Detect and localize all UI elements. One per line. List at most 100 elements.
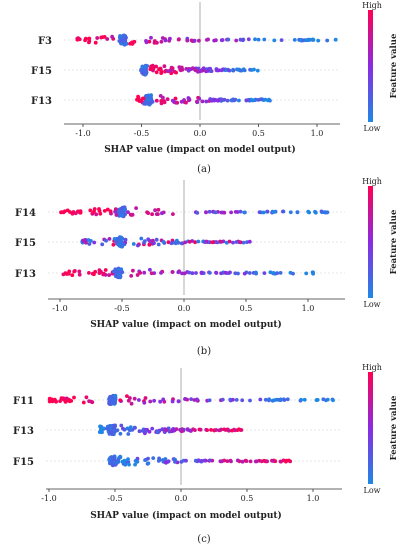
shap-point bbox=[82, 238, 87, 243]
shap-point bbox=[140, 64, 145, 69]
shap-point bbox=[265, 459, 269, 464]
panel-caption: (a) bbox=[197, 164, 211, 175]
shap-point bbox=[258, 397, 263, 402]
colorbar-high-label: High bbox=[362, 1, 382, 10]
shap-point bbox=[228, 397, 233, 402]
shap-point bbox=[270, 398, 275, 403]
shap-point bbox=[190, 271, 195, 276]
shap-point bbox=[216, 98, 220, 103]
shap-point bbox=[184, 458, 188, 463]
shap-point bbox=[130, 212, 135, 217]
shap-point bbox=[217, 428, 222, 433]
shap-point bbox=[272, 38, 277, 43]
x-tick-label: 0.5 bbox=[240, 304, 253, 313]
panel-caption: (c) bbox=[197, 534, 211, 545]
colorbar-low-label: Low bbox=[364, 486, 381, 495]
shap-point bbox=[166, 240, 171, 245]
shap-point bbox=[244, 98, 249, 103]
shap-point bbox=[162, 64, 167, 69]
feature-label-f15: F15 bbox=[15, 238, 36, 249]
colorbar-high-label: High bbox=[362, 177, 382, 186]
shap-point bbox=[94, 212, 99, 217]
shap-point bbox=[92, 272, 96, 277]
shap-point bbox=[247, 239, 252, 244]
shap-point bbox=[196, 95, 201, 100]
shap-point bbox=[156, 212, 160, 217]
x-tick-label: -1.0 bbox=[52, 304, 67, 313]
shap-point bbox=[170, 270, 175, 274]
shap-point bbox=[237, 67, 241, 72]
shap-point bbox=[113, 397, 118, 402]
shap-point bbox=[263, 97, 268, 102]
shap-point bbox=[173, 96, 178, 101]
shap-point bbox=[245, 240, 249, 245]
dots bbox=[75, 33, 338, 107]
x-tick-label: 0.0 bbox=[175, 494, 188, 503]
shap-point bbox=[313, 209, 317, 214]
shap-point bbox=[192, 38, 197, 43]
shap-point bbox=[183, 240, 188, 245]
shap-point bbox=[169, 65, 174, 70]
shap-point bbox=[325, 38, 330, 43]
shap-point bbox=[114, 461, 119, 465]
shap-point bbox=[304, 271, 309, 276]
shap-point bbox=[197, 427, 202, 432]
shap-point bbox=[124, 35, 128, 40]
shap-point bbox=[219, 97, 224, 102]
shap-point bbox=[114, 213, 119, 217]
shap-point bbox=[284, 458, 289, 463]
shap-point bbox=[182, 271, 187, 276]
shap-point bbox=[331, 398, 335, 403]
shap-point bbox=[151, 238, 155, 243]
shap-point bbox=[77, 269, 82, 274]
shap-point bbox=[78, 210, 83, 215]
shap-point bbox=[193, 68, 198, 73]
shap-point bbox=[113, 393, 118, 398]
shap-point bbox=[254, 271, 258, 276]
shap-point bbox=[144, 39, 148, 43]
shap-point bbox=[193, 240, 198, 245]
shap-point bbox=[138, 271, 143, 275]
x-ticks: -1.0 -0.5 0.0 0.5 1.0 bbox=[75, 124, 323, 138]
shap-point bbox=[87, 40, 91, 45]
shap-point bbox=[253, 37, 257, 42]
shap-point bbox=[162, 99, 166, 103]
shap-point bbox=[208, 97, 213, 101]
shap-point bbox=[238, 37, 243, 42]
shap-point bbox=[95, 36, 100, 40]
shap-point bbox=[233, 97, 238, 102]
x-axis-label: SHAP value (impact on model output) bbox=[90, 510, 282, 521]
shap-point bbox=[235, 210, 240, 214]
shap-point bbox=[228, 458, 233, 463]
feature-label-f15: F15 bbox=[31, 66, 52, 77]
shap-point bbox=[185, 38, 190, 43]
shap-point bbox=[143, 396, 148, 400]
shap-point bbox=[173, 460, 177, 464]
shap-point bbox=[184, 100, 188, 105]
shap-point bbox=[107, 457, 112, 462]
shap-point bbox=[144, 70, 149, 74]
shap-point bbox=[164, 428, 169, 432]
shap-point bbox=[215, 68, 220, 73]
shap-point bbox=[202, 458, 207, 463]
x-ticks: -1.0 -0.5 0.0 0.5 1.0 bbox=[41, 489, 319, 503]
shap-point bbox=[240, 459, 245, 464]
dots bbox=[59, 205, 330, 280]
shap-point bbox=[237, 459, 242, 464]
shap-point bbox=[156, 242, 161, 247]
colorbar-title: Feature value bbox=[389, 33, 399, 98]
shap-point bbox=[194, 271, 198, 275]
shap-point bbox=[65, 208, 70, 213]
shap-point bbox=[166, 459, 171, 464]
shap-point bbox=[263, 397, 268, 402]
shap-point bbox=[73, 211, 78, 216]
shap-point bbox=[257, 210, 262, 215]
shap-point bbox=[118, 398, 123, 403]
shap-point bbox=[233, 271, 238, 276]
shap-point bbox=[114, 239, 119, 244]
shap-point bbox=[110, 456, 115, 461]
shap-point bbox=[240, 398, 245, 403]
shap-point bbox=[103, 268, 108, 272]
shap-point bbox=[142, 270, 147, 275]
shap-point bbox=[83, 38, 87, 43]
